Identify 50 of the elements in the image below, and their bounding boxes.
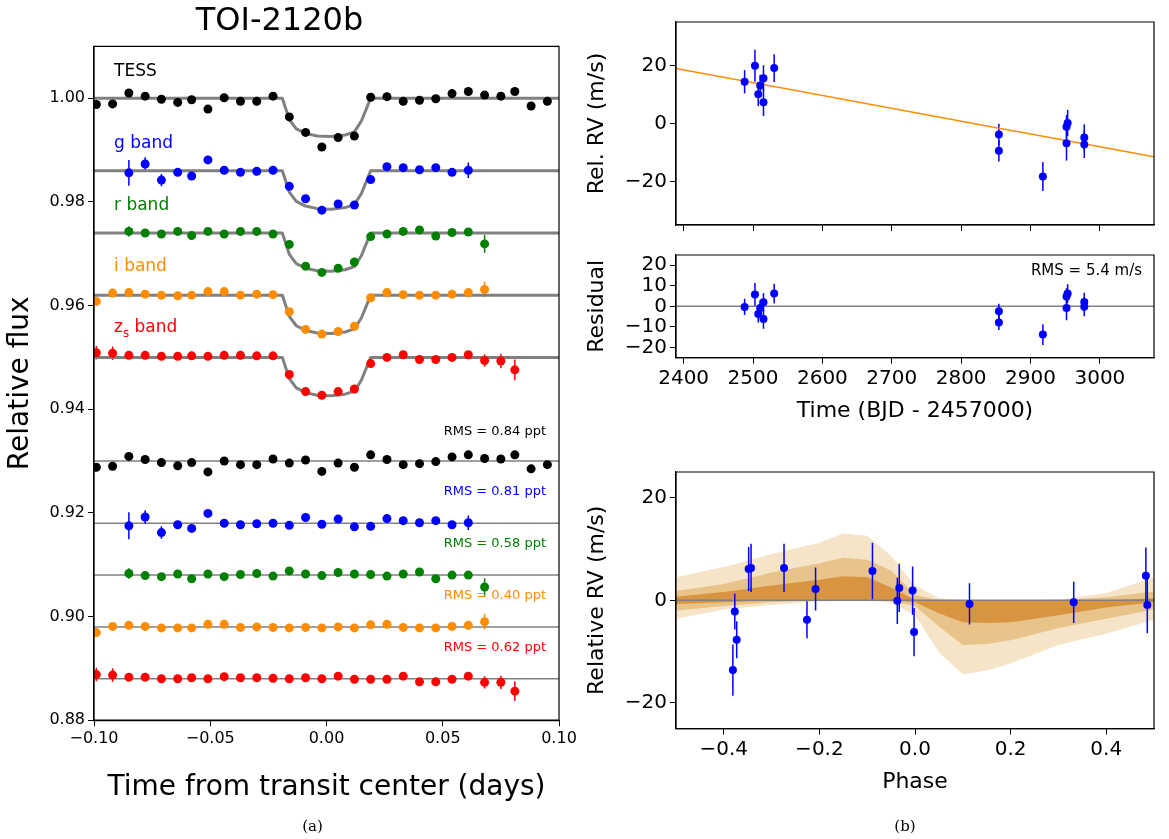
x-tick-label: −0.05 [185, 727, 235, 747]
y-axis-title: Relative RV (m/s) [582, 505, 608, 695]
y-tick-label: 0 [654, 586, 667, 611]
y-tick-label: 1.00 [49, 87, 85, 107]
x-tick-label: −0.2 [795, 735, 844, 760]
series-label: g band [114, 132, 173, 153]
y-tick-label: 0.90 [49, 605, 85, 625]
y-tick-label: −20 [624, 167, 667, 192]
series-label: i band [114, 255, 167, 276]
y-axis-title: Rel. RV (m/s) [582, 52, 608, 195]
chart-title: TOI-2120b [194, 0, 364, 38]
x-axis-title: Time (BJD - 2457000) [795, 396, 1034, 422]
x-tick-label: −0.10 [69, 727, 119, 747]
x-tick-label: 0.00 [308, 727, 345, 747]
x-tick-label: 3000 [1074, 364, 1126, 389]
y-tick-label: −20 [624, 689, 667, 714]
text: (b) [894, 817, 916, 835]
x-tick-label: 2800 [935, 364, 987, 389]
series-label: TESS [113, 60, 157, 81]
x-tick-label: 0.10 [541, 727, 577, 747]
x-tick-label: 2500 [727, 364, 779, 389]
x-tick-label: 0.05 [424, 727, 461, 747]
y-tick-label: 0.96 [49, 294, 85, 314]
y-tick-label: 20 [641, 51, 667, 76]
x-tick-label: 0.2 [994, 735, 1027, 760]
series-label: RMS = 0.40 ppt [443, 587, 547, 603]
y-tick-label: 0.88 [49, 709, 85, 729]
y-tick-label: 0.98 [49, 191, 85, 211]
x-tick-label: 2900 [1005, 364, 1056, 389]
x-axis-title: Time from transit center (days) [106, 769, 546, 803]
y-axis-title: Residual [582, 259, 608, 353]
annotation: RMS = 5.4 m/s [1030, 261, 1143, 279]
x-tick-label: 0.4 [1090, 735, 1123, 760]
series-label: RMS = 0.81 ppt [443, 483, 547, 499]
x-tick-label: 2600 [796, 364, 848, 389]
y-axis-title: Relative flux [2, 296, 36, 471]
y-tick-label: 0.94 [49, 398, 85, 418]
x-tick-label: 0.0 [899, 735, 931, 760]
x-axis-title: Phase [882, 767, 948, 793]
text: (a) [302, 817, 323, 835]
x-tick-label: 2700 [866, 364, 918, 389]
series-label: RMS = 0.62 ppt [443, 638, 547, 654]
x-tick-label: −0.4 [699, 735, 749, 760]
y-tick-label: 0.92 [49, 502, 85, 522]
series-label: r band [114, 194, 170, 215]
x-tick-label: 2400 [658, 364, 710, 389]
series-label: RMS = 0.84 ppt [443, 422, 547, 438]
y-tick-label: 0 [654, 109, 667, 134]
y-tick-label: 20 [641, 483, 667, 508]
series-label: RMS = 0.58 ppt [443, 534, 547, 550]
